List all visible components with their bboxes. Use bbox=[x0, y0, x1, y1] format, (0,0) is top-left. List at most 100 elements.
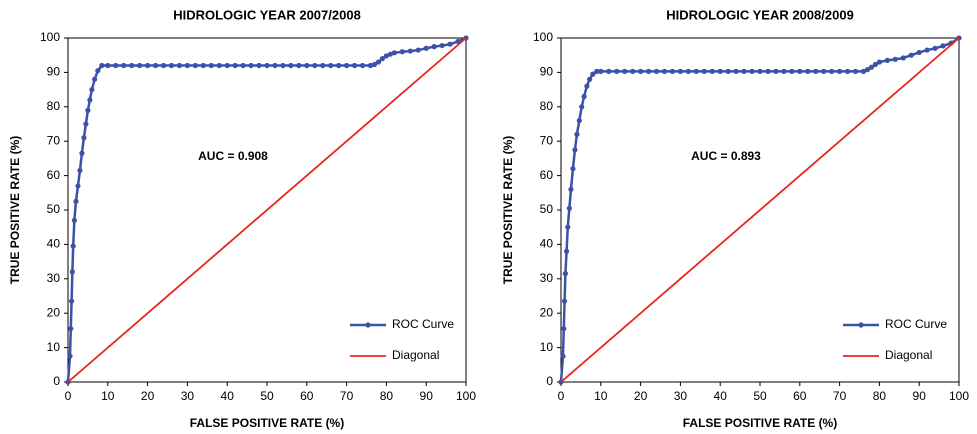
y-tick-label: 100 bbox=[40, 30, 60, 44]
point bbox=[576, 117, 582, 124]
point bbox=[184, 62, 190, 69]
point bbox=[584, 83, 590, 89]
y-tick-label: 80 bbox=[540, 99, 554, 113]
point bbox=[68, 326, 74, 332]
point bbox=[765, 68, 771, 74]
y-tick-label: 50 bbox=[47, 202, 61, 216]
y-tick-label: 30 bbox=[47, 271, 61, 285]
y-tick-label: 50 bbox=[540, 202, 554, 216]
point bbox=[200, 62, 206, 69]
point bbox=[561, 298, 568, 304]
point bbox=[439, 42, 445, 49]
point bbox=[89, 87, 95, 93]
point bbox=[95, 68, 101, 74]
y-tick-label: 0 bbox=[546, 374, 553, 388]
point bbox=[67, 353, 73, 359]
chart-title: HIDROLOGIC YEAR 2008/2009 bbox=[666, 7, 854, 22]
point bbox=[296, 62, 302, 69]
x-tick-label: 0 bbox=[65, 389, 72, 403]
y-tick-label: 70 bbox=[47, 133, 61, 147]
point bbox=[565, 224, 571, 230]
point bbox=[224, 62, 230, 69]
point bbox=[685, 68, 691, 74]
point bbox=[121, 62, 127, 69]
x-tick-label: 90 bbox=[913, 389, 927, 403]
y-axis-title: TRUE POSITIVE RATE (%) bbox=[501, 136, 515, 284]
y-tick-label: 70 bbox=[540, 133, 554, 147]
x-tick-label: 60 bbox=[300, 389, 314, 403]
point bbox=[579, 104, 585, 110]
point bbox=[367, 62, 374, 69]
point bbox=[379, 56, 386, 62]
point bbox=[741, 68, 747, 74]
point bbox=[884, 57, 890, 63]
point bbox=[312, 62, 318, 69]
point bbox=[797, 68, 803, 74]
point bbox=[560, 353, 566, 359]
point bbox=[562, 271, 568, 277]
point bbox=[92, 76, 98, 82]
point bbox=[391, 50, 397, 56]
legend-label: Diagonal bbox=[885, 348, 932, 362]
point bbox=[280, 62, 286, 69]
y-tick-label: 0 bbox=[53, 374, 60, 388]
point bbox=[892, 56, 898, 62]
x-tick-label: 80 bbox=[873, 389, 887, 403]
point bbox=[387, 51, 393, 57]
point bbox=[789, 68, 795, 74]
point bbox=[932, 45, 938, 51]
y-tick-label: 40 bbox=[47, 237, 61, 251]
point bbox=[876, 59, 883, 65]
point bbox=[168, 62, 175, 69]
x-tick-label: 20 bbox=[141, 389, 155, 403]
y-tick-label: 30 bbox=[540, 271, 554, 285]
point bbox=[70, 243, 76, 249]
point bbox=[908, 52, 914, 58]
point bbox=[447, 41, 453, 47]
point bbox=[645, 68, 652, 74]
point bbox=[328, 62, 334, 69]
point bbox=[75, 183, 81, 189]
point bbox=[208, 62, 214, 69]
point bbox=[860, 68, 867, 74]
point bbox=[407, 48, 413, 54]
point bbox=[79, 150, 85, 156]
point bbox=[821, 68, 827, 74]
point bbox=[73, 198, 79, 204]
point bbox=[216, 62, 222, 69]
y-tick-label: 20 bbox=[540, 305, 554, 319]
point bbox=[137, 62, 143, 69]
x-tick-label: 50 bbox=[260, 389, 274, 403]
point bbox=[248, 62, 254, 69]
point bbox=[590, 71, 596, 77]
point bbox=[320, 62, 326, 69]
point bbox=[653, 68, 660, 74]
point bbox=[614, 68, 620, 74]
point bbox=[598, 68, 604, 74]
point bbox=[431, 44, 437, 50]
point bbox=[69, 269, 75, 275]
x-tick-label: 30 bbox=[181, 389, 195, 403]
point bbox=[304, 62, 310, 69]
series-line bbox=[67, 37, 467, 383]
point bbox=[83, 121, 89, 127]
point bbox=[606, 68, 612, 74]
point bbox=[351, 62, 358, 69]
x-tick-label: 20 bbox=[634, 389, 648, 403]
point bbox=[68, 298, 75, 304]
point bbox=[868, 64, 875, 70]
point bbox=[773, 68, 779, 74]
point bbox=[829, 68, 835, 74]
x-tick-label: 50 bbox=[753, 389, 767, 403]
point bbox=[399, 49, 405, 55]
x-tick-label: 30 bbox=[674, 389, 688, 403]
point bbox=[570, 166, 576, 172]
point bbox=[805, 68, 811, 74]
point bbox=[240, 62, 246, 69]
point bbox=[749, 68, 755, 74]
point bbox=[423, 45, 429, 51]
point bbox=[568, 186, 574, 192]
point bbox=[725, 68, 731, 74]
point bbox=[71, 217, 77, 223]
x-axis-title: FALSE POSITIVE RATE (%) bbox=[190, 416, 344, 430]
